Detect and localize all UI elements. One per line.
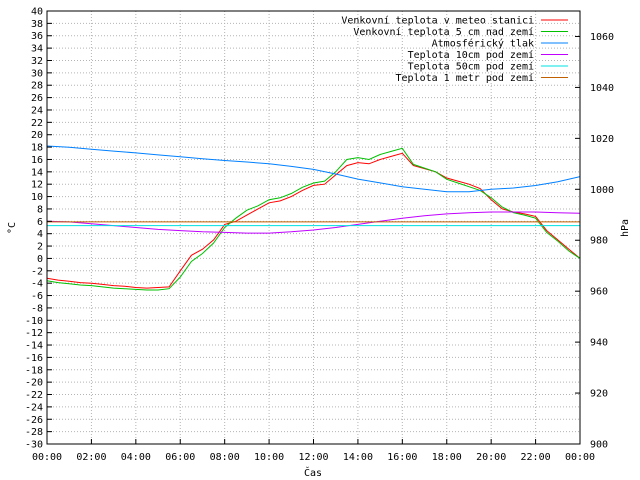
y2-tick-label: 920 (590, 389, 608, 400)
y-tick-label: 14 (31, 167, 43, 178)
x-tick-label: 00:00 (565, 452, 595, 463)
legend-label: Venkovní teplota v meteo stanici (341, 15, 534, 27)
y2-tick-label: 1020 (590, 134, 614, 145)
series-line-3 (46, 145, 581, 193)
y-tick-label: -28 (25, 427, 43, 438)
x-tick-label: 20:00 (476, 452, 506, 463)
x-tick-label: 10:00 (254, 452, 284, 463)
legend-label: Teplota 50cm pod zemí (408, 61, 534, 73)
x-tick-label: 14:00 (343, 452, 373, 463)
y-axis-label: °C (7, 222, 18, 234)
y-tick-label: 2 (37, 242, 43, 253)
y-tick-label: 4 (37, 229, 43, 240)
y-tick-label: 8 (37, 204, 43, 215)
x-tick-label: 00:00 (32, 452, 62, 463)
legend-label: Teplota 1 metr pod zemí (396, 72, 534, 84)
x-tick-label: 16:00 (387, 452, 417, 463)
y-tick-label: -10 (25, 316, 43, 327)
y-tick-label: 18 (31, 143, 43, 154)
y-tick-label: 26 (31, 93, 43, 104)
y-tick-label: 32 (31, 56, 43, 67)
y-tick-label: -22 (25, 390, 43, 401)
series-line-1 (46, 152, 581, 289)
legend-label: Teplota 10cm pod zemí (408, 49, 534, 61)
y-tick-label: -16 (25, 353, 43, 364)
y-tick-label: -12 (25, 328, 43, 339)
x-tick-label: 18:00 (432, 452, 462, 463)
y2-axis-label: hPa (620, 219, 631, 237)
y-tick-label: 6 (37, 217, 43, 228)
y-tick-label: 24 (31, 105, 43, 116)
y-tick-label: -26 (25, 415, 43, 426)
x-tick-label: 02:00 (76, 452, 106, 463)
y-tick-label: -18 (25, 365, 43, 376)
y-tick-label: 34 (31, 44, 43, 55)
y2-tick-label: 900 (590, 440, 608, 451)
y-tick-label: 36 (31, 31, 43, 42)
y2-tick-label: 940 (590, 338, 608, 349)
x-tick-label: 04:00 (121, 452, 151, 463)
y-tick-label: -8 (31, 303, 43, 314)
y-tick-label: 40 (31, 7, 43, 18)
legend-label: Venkovní teplota 5 cm nad zemí (353, 26, 534, 38)
y-tick-label: 38 (31, 19, 43, 30)
y-tick-label: -6 (31, 291, 43, 302)
y-tick-label: -14 (25, 341, 43, 352)
y-tick-label: 20 (31, 130, 43, 141)
x-axis-label: Čas (304, 466, 322, 479)
x-tick-label: 12:00 (298, 452, 328, 463)
y-tick-label: 16 (31, 155, 43, 166)
y-tick-label: 12 (31, 180, 43, 191)
y-tick-label: -30 (25, 440, 43, 451)
axis-ticks: 4038363432302826242220181614121086420-2-… (25, 7, 614, 464)
y2-tick-label: 1000 (590, 185, 614, 196)
series-line-4 (46, 211, 581, 234)
y-tick-label: -20 (25, 378, 43, 389)
legend-label: Atmosférický tlak (432, 38, 534, 50)
y-tick-label: 28 (31, 81, 43, 92)
series-line-2 (46, 147, 581, 291)
y-tick-label: -2 (31, 266, 43, 277)
x-tick-label: 08:00 (210, 452, 240, 463)
series-lines (46, 145, 581, 291)
y-tick-label: 0 (37, 254, 43, 265)
x-tick-label: 22:00 (521, 452, 551, 463)
y-tick-label: 30 (31, 68, 43, 79)
y-tick-label: 10 (31, 192, 43, 203)
y-tick-label: -24 (25, 402, 43, 413)
y2-tick-label: 980 (590, 236, 608, 247)
x-tick-label: 06:00 (165, 452, 195, 463)
y-tick-label: -4 (31, 279, 43, 290)
y2-tick-label: 1060 (590, 32, 614, 43)
y2-tick-label: 1040 (590, 83, 614, 94)
legend: Venkovní teplota v meteo staniciVenkovní… (341, 15, 568, 84)
y-tick-label: 22 (31, 118, 43, 129)
y2-tick-label: 960 (590, 287, 608, 298)
